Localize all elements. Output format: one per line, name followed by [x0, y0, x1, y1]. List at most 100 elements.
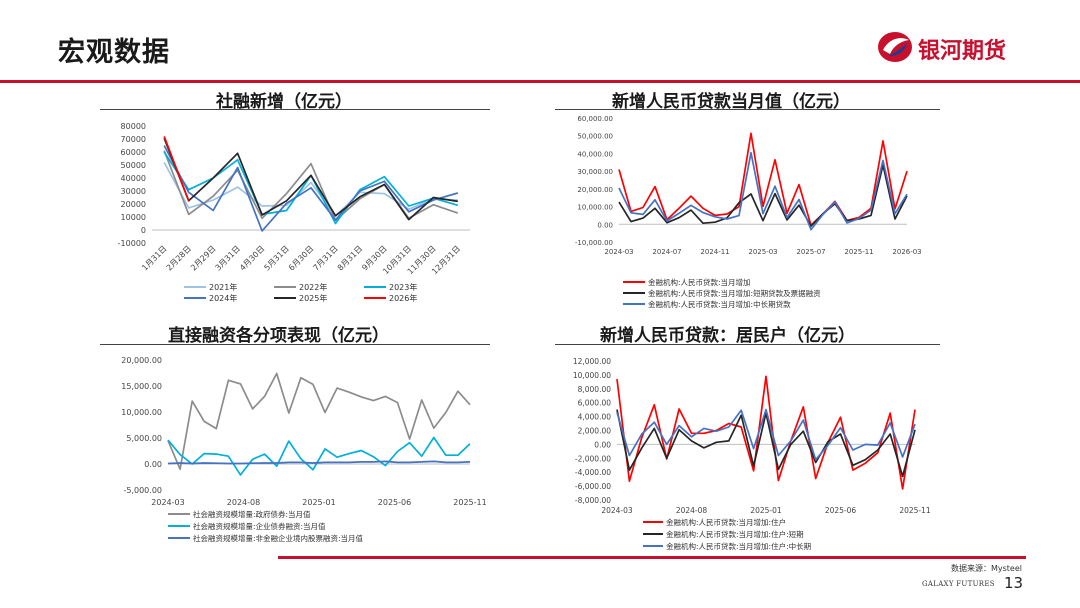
- x-tick-label: 8月31日: [336, 244, 364, 272]
- y-tick-label: 0.00: [597, 221, 613, 229]
- x-tick-label: 3月31日: [214, 244, 242, 272]
- y-tick-label: -6,000.00: [575, 482, 611, 491]
- y-tick-label: -10,000.00: [575, 239, 613, 247]
- y-tick-label: 40,000.00: [577, 150, 613, 158]
- y-tick-label: 10,000.00: [121, 408, 162, 417]
- y-tick-label: 50000: [121, 161, 146, 170]
- y-tick-label: 0.00: [144, 460, 162, 469]
- x-tick-label: 2025-06: [825, 506, 857, 515]
- chart-title-tsf: 社融新增（亿元）: [216, 92, 352, 112]
- y-tick-label: 20,000.00: [577, 186, 613, 194]
- x-tick-label: 2024-03: [151, 498, 184, 507]
- x-tick-label: 4月30日: [238, 244, 266, 272]
- legend-label: 社会融资规模增量:政府债券:当月值: [193, 509, 311, 519]
- x-tick-label: 2025-06: [378, 498, 411, 507]
- x-tick-label: 2024-08: [227, 498, 260, 507]
- x-tick-label: 2024-03: [601, 506, 633, 515]
- legend-label: 金融机构:人民币贷款:当月增加:住户: [666, 517, 786, 527]
- x-tick-label: 5月31日: [262, 244, 290, 272]
- y-tick-label: 6,000.00: [578, 399, 612, 408]
- footer-brand: GALAXY FUTURES: [922, 580, 995, 588]
- legend-label: 金融机构:人民币贷款:当月增加: [648, 277, 751, 287]
- chart-title-direct-financing: 直接融资各分项表现（亿元）: [168, 326, 389, 346]
- x-tick-label: 2024-03: [604, 248, 633, 256]
- series-line: [163, 161, 458, 218]
- x-tick-label: 2026-03: [892, 248, 921, 256]
- series-line: [163, 145, 459, 232]
- x-tick-label: 2月29日: [189, 244, 217, 272]
- chart-rule-rmb-loans: [555, 109, 940, 110]
- legend-label: 金融机构:人民币贷款:当月增加:短期贷款及票据融资: [648, 288, 821, 298]
- y-tick-label: 20000: [121, 200, 146, 209]
- legend-label: 金融机构:人民币贷款:当月增加:中长期贷款: [648, 299, 791, 309]
- y-tick-label: -2,000.00: [575, 454, 611, 463]
- x-tick-label: 2025-03: [748, 248, 777, 256]
- x-tick-label: 6月30日: [287, 244, 315, 272]
- series-line: [618, 151, 908, 231]
- chart-rule-tsf: [100, 109, 490, 110]
- chart-title-rmb-loans: 新增人民币贷款当月值（亿元）: [612, 92, 850, 112]
- y-tick-label: 60000: [121, 148, 146, 157]
- legend-label: 2024年: [209, 293, 237, 303]
- y-tick-label: 15,000.00: [121, 382, 162, 391]
- page-number: 13: [1004, 574, 1024, 592]
- y-tick-label: 70000: [121, 135, 146, 144]
- legend-label: 金融机构:人民币贷款:当月增加:住户:中长期: [666, 541, 811, 551]
- x-tick-label: 2月28日: [165, 244, 193, 272]
- logo-text: 银河期货: [918, 39, 1007, 64]
- series-line: [163, 137, 458, 221]
- chart-tsf: -10000 0 10000 20000 30000 40000 50000 60000 700…: [118, 122, 470, 303]
- page-title: 宏观数据: [58, 37, 170, 68]
- legend-label: 2026年: [389, 293, 417, 303]
- series-line: [167, 372, 471, 471]
- header-rule: [0, 80, 1080, 83]
- series-line: [618, 164, 908, 227]
- legend-label: 2023年: [389, 282, 417, 292]
- series-line: [616, 409, 916, 478]
- y-tick-label: 12,000.00: [573, 357, 611, 366]
- galaxy-logo-icon: [878, 32, 912, 62]
- series-line: [167, 436, 471, 476]
- x-tick-label: 2025-11: [899, 506, 931, 515]
- legend-label: 2022年: [299, 282, 327, 292]
- series-line: [167, 460, 471, 465]
- x-tick-label: 2025-01: [750, 506, 782, 515]
- footer-rule: [278, 556, 1026, 559]
- chart-rmb-loans: -10,000.00 0.00 10,000.00 20,000.00 30,000.0…: [575, 115, 922, 309]
- data-source: 数据来源：Mysteel: [950, 564, 1022, 573]
- legend-label: 2025年: [299, 293, 327, 303]
- y-tick-label: 10,000.00: [573, 371, 611, 380]
- x-tick-label: 1月31日: [140, 244, 168, 272]
- x-tick-label: 2025-11: [844, 248, 873, 256]
- chart-household-loans: -8,000.00 -6,000.00 -4,000.00 -2,000.00 0.00…: [573, 357, 931, 551]
- legend-label: 社会融资规模增量:非金融企业境内股票融资:当月值: [193, 533, 364, 543]
- legend-label: 2021年: [209, 282, 237, 292]
- x-tick-label: 2024-08: [676, 506, 708, 515]
- x-tick-label: 2024-07: [652, 248, 681, 256]
- y-tick-label: 20,000.00: [121, 356, 162, 365]
- y-tick-label: 4,000.00: [578, 413, 612, 422]
- y-tick-label: -5,000.00: [123, 486, 162, 495]
- y-tick-label: 30000: [121, 187, 146, 196]
- y-tick-label: 0.00: [594, 440, 611, 449]
- y-tick-label: 40000: [121, 174, 146, 183]
- y-tick-label: 5,000.00: [126, 434, 162, 443]
- x-tick-label: 7月31日: [311, 244, 339, 272]
- x-tick-label: 2025-07: [796, 248, 825, 256]
- company-logo: 银河期货: [876, 30, 1046, 66]
- chart-title-household-loans: 新增人民币贷款：居民户（亿元）: [600, 326, 855, 346]
- y-tick-label: 10000: [121, 213, 146, 222]
- chart-rule-direct-financing: [100, 344, 490, 345]
- legend-label: 社会融资规模增量:企业债券融资:当月值: [193, 521, 326, 531]
- y-tick-label: 10,000.00: [577, 204, 613, 212]
- chart-rule-household-loans: [555, 344, 940, 345]
- y-tick-label: 0: [141, 226, 146, 235]
- y-tick-label: -10000: [118, 239, 146, 248]
- x-tick-label: 2025-11: [453, 498, 486, 507]
- y-tick-label: -4,000.00: [575, 468, 611, 477]
- y-tick-label: -8,000.00: [575, 496, 611, 505]
- series-line: [616, 408, 916, 461]
- y-tick-label: 8,000.00: [578, 385, 612, 394]
- legend-label: 金融机构:人民币贷款:当月增加:住户:短期: [666, 529, 804, 539]
- series-line: [616, 375, 916, 490]
